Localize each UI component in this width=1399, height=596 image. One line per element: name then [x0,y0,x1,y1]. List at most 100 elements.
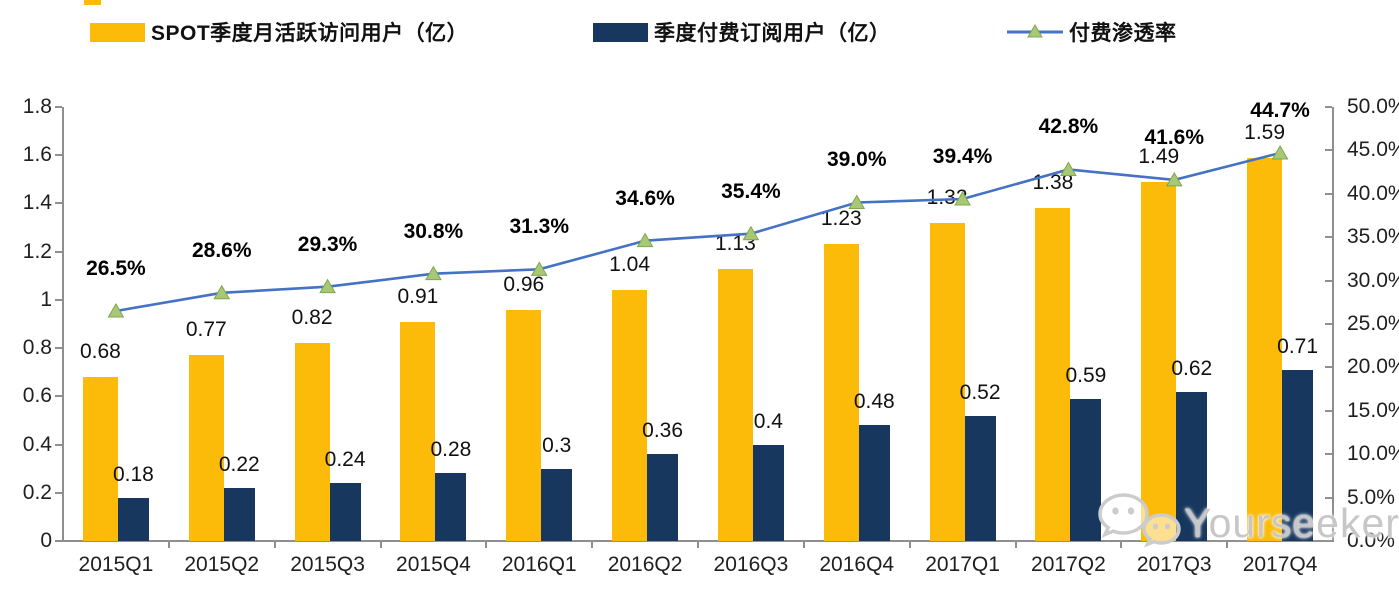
line-marker [319,278,336,294]
right-axis-tick-label: 40.0% [1347,181,1399,205]
cropped-artifact [84,0,101,5]
x-axis-tick [1120,541,1123,548]
mau-bar [717,268,753,541]
subs-value-label: 0.59 [1065,363,1107,387]
left-axis-tick-label: 1.8 [22,95,52,118]
mau-bar [929,222,965,541]
mau-bar [188,355,224,541]
penetration-label: 44.7% [1250,99,1310,122]
line-marker [636,232,654,248]
x-category-label: 2017Q3 [1136,553,1212,576]
x-axis-tick [591,541,594,548]
line-marker [848,194,866,209]
subs-bar [647,454,679,541]
left-axis-line [62,107,64,541]
subs-value-label: 0.52 [959,380,1001,404]
x-axis-tick [273,541,276,548]
x-category-label: 2017Q4 [1242,553,1318,576]
left-axis-tick-label: 0.2 [22,480,52,504]
right-axis-tick-label: 45.0% [1347,138,1399,162]
penetration-label: 39.0% [826,148,887,172]
x-category-label: 2015Q1 [78,553,154,576]
subs-bar [1176,391,1208,541]
left-axis-tick-label: 0.6 [22,384,52,408]
right-axis-tick [1325,323,1332,325]
legend-label-penetration: 付费渗透率 [1069,22,1177,45]
watermark: Yourseeker [1098,492,1399,554]
subs-bar [1282,369,1314,541]
line-marker [107,302,125,318]
subs-value-label: 0.4 [753,409,783,433]
left-axis-tick [55,395,62,398]
right-axis-tick-label: 10.0% [1347,442,1399,466]
subs-value-label: 0.62 [1171,356,1213,380]
left-axis-tick [55,298,62,301]
x-category-label: 2016Q3 [713,553,789,576]
left-axis-tick-label: 0 [40,529,52,552]
mau-bar [82,377,118,541]
subs-value-label: 0.3 [542,433,572,457]
subs-bar [541,468,573,541]
mau-value-label: 1.04 [609,253,651,277]
x-axis-tick [908,541,911,548]
penetration-label: 41.6% [1144,125,1205,149]
x-axis-tick [167,541,170,548]
penetration-line [107,145,1289,318]
subs-value-label: 0.36 [642,419,684,443]
left-axis-tick [55,347,62,350]
line-marker [530,261,548,276]
right-axis-tick-label: 25.0% [1347,312,1399,335]
right-axis-tick-label: 20.0% [1347,355,1399,379]
subs-bar [329,483,361,541]
subs-bar [435,473,467,541]
line-marker [425,265,442,281]
penetration-label: 35.4% [721,179,781,203]
penetration-label: 34.6% [615,186,675,210]
right-axis-tick-label: 0.0% [1347,529,1395,552]
mau-value-label: 1.23 [820,207,862,231]
line-marker [1165,171,1183,187]
left-axis-tick-label: 1.4 [22,191,52,215]
line-marker [954,191,971,206]
left-axis-tick [55,443,62,446]
left-axis-tick-label: 0.4 [22,432,52,456]
mau-bar [1035,208,1071,541]
penetration-label: 28.6% [191,238,252,262]
x-category-label: 2015Q4 [396,553,471,576]
left-axis-tick-label: 0.8 [22,336,52,360]
right-axis-tick [1325,496,1332,499]
legend-swatch-subs-bar [593,22,648,42]
line-marker [742,225,760,241]
right-axis-tick [1325,409,1332,412]
subs-bar [858,425,890,541]
right-axis-tick [1325,366,1332,369]
x-category-label: 2016Q1 [501,553,577,576]
right-axis-tick [1325,540,1332,542]
subs-value-label: 0.18 [112,462,154,486]
subs-bar [1070,398,1102,541]
x-axis-tick [485,541,488,548]
line-marker [1060,161,1077,176]
subs-value-label: 0.24 [324,448,366,472]
mau-value-label: 0.68 [79,340,121,364]
wechat-icon [1098,493,1181,548]
subs-bar [223,487,255,541]
x-axis-tick [379,541,382,548]
x-category-label: 2015Q2 [184,553,260,576]
penetration-label: 31.3% [509,215,570,239]
subs-value-label: 0.22 [218,452,260,476]
right-axis-tick [1325,236,1332,239]
line-marker [1271,145,1289,160]
left-axis-tick-label: 1.2 [22,239,52,263]
penetration-label: 39.4% [932,145,993,168]
left-axis-tick [55,491,62,494]
mau-bar [612,290,648,541]
subs-bar [964,415,996,541]
right-axis-tick [1325,192,1332,195]
legend-swatch-mau-bar [90,22,145,42]
x-category-label: 2017Q1 [925,553,1000,576]
right-axis-line [1332,107,1334,541]
penetration-label: 30.8% [403,219,464,243]
subs-bar [117,497,149,541]
